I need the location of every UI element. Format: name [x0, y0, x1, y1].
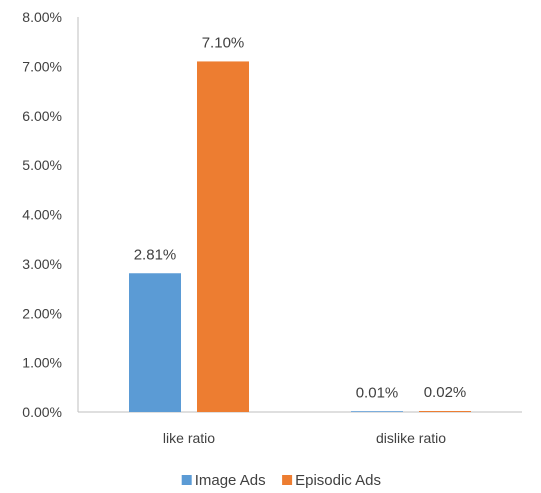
bar-image-ads	[129, 273, 181, 412]
data-label: 0.02%	[424, 384, 467, 401]
legend-label: Episodic Ads	[295, 472, 381, 489]
y-tick-label: 5.00%	[22, 157, 62, 173]
y-tick-label: 1.00%	[22, 355, 62, 371]
legend-swatch	[181, 475, 192, 485]
bar-episodic-ads	[197, 61, 249, 412]
y-tick-label: 4.00%	[22, 207, 62, 223]
y-tick-label: 7.00%	[22, 58, 62, 74]
y-axis: 0.00% 1.00% 2.00% 3.00% 4.00% 5.00% 6.00% 7.00%…	[22, 9, 79, 420]
legend-label: Image Ads	[195, 472, 266, 489]
data-labels: 2.81% 7.10% 0.01% 0.02%	[134, 34, 467, 401]
bar-image-ads	[351, 411, 403, 412]
y-tick-label: 8.00%	[22, 9, 62, 25]
data-label: 2.81%	[134, 246, 177, 263]
x-category-label: like ratio	[163, 430, 215, 446]
bars	[129, 61, 471, 412]
y-tick-label: 2.00%	[22, 305, 62, 321]
x-axis: like ratio dislike ratio	[78, 411, 522, 446]
data-label: 0.01%	[356, 385, 399, 402]
x-category-label: dislike ratio	[376, 430, 446, 446]
legend: Image Ads Episodic Ads	[181, 472, 381, 489]
y-tick-label: 0.00%	[22, 404, 62, 420]
legend-swatch	[282, 475, 293, 485]
data-label: 7.10%	[202, 34, 245, 51]
y-tick-label: 6.00%	[22, 108, 62, 124]
y-tick-label: 3.00%	[22, 256, 62, 272]
bar-episodic-ads	[419, 411, 471, 412]
